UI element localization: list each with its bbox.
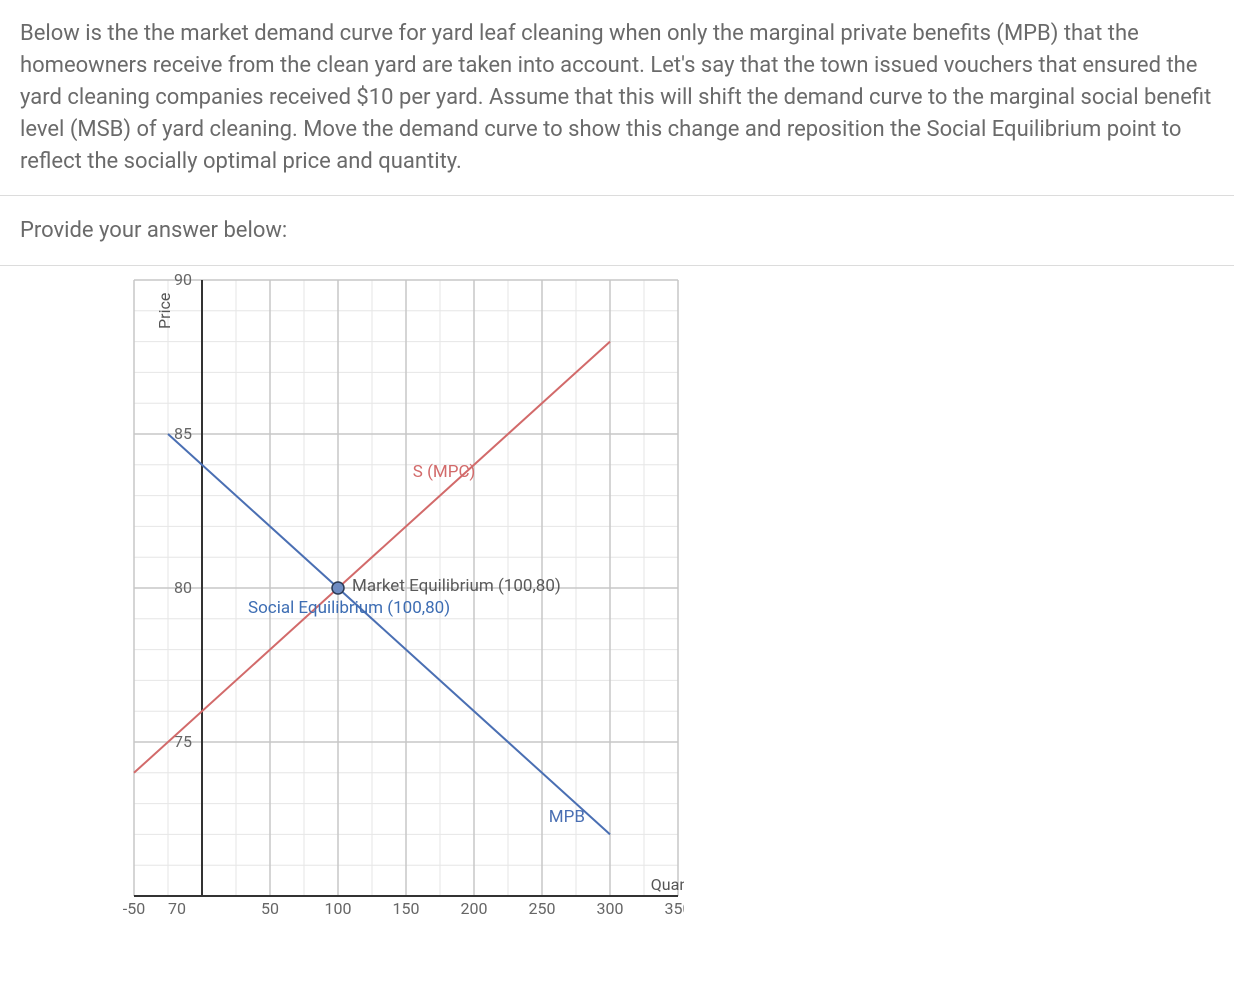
x-tick-label: 200 (461, 899, 488, 918)
supply-label: S (MPC) (413, 463, 475, 483)
social_eq-label: Social Equilibrium (100,80) (248, 598, 450, 618)
x-tick-label: 150 (393, 899, 420, 918)
y-axis-title: Price (155, 293, 174, 329)
market_eq-label: Market Equilibrium (100,80) (352, 576, 561, 596)
x-tick-label: -50 (123, 899, 145, 918)
x-tick-label: 350 (665, 899, 684, 918)
y-tick-label: 80 (174, 578, 192, 597)
y-tick-label: 85 (174, 424, 192, 443)
demand-label: MPB (549, 808, 585, 828)
x-tick-label: 300 (597, 899, 624, 918)
origin-tick-label: 70 (168, 899, 186, 918)
equilibrium-point[interactable] (332, 582, 344, 594)
chart-area[interactable]: -50501001502002503003507580859070PriceQu… (24, 266, 684, 926)
x-tick-label: 100 (325, 899, 352, 918)
x-tick-label: 50 (261, 899, 279, 918)
economics-chart[interactable]: -50501001502002503003507580859070PriceQu… (24, 266, 684, 926)
answer-prompt: Provide your answer below: (20, 196, 1214, 265)
y-tick-label: 90 (174, 270, 192, 289)
demand-line[interactable] (168, 434, 610, 834)
question-text: Below is the the market demand curve for… (20, 12, 1214, 195)
x-tick-label: 250 (529, 899, 556, 918)
x-axis-title: Quantity (651, 875, 684, 894)
